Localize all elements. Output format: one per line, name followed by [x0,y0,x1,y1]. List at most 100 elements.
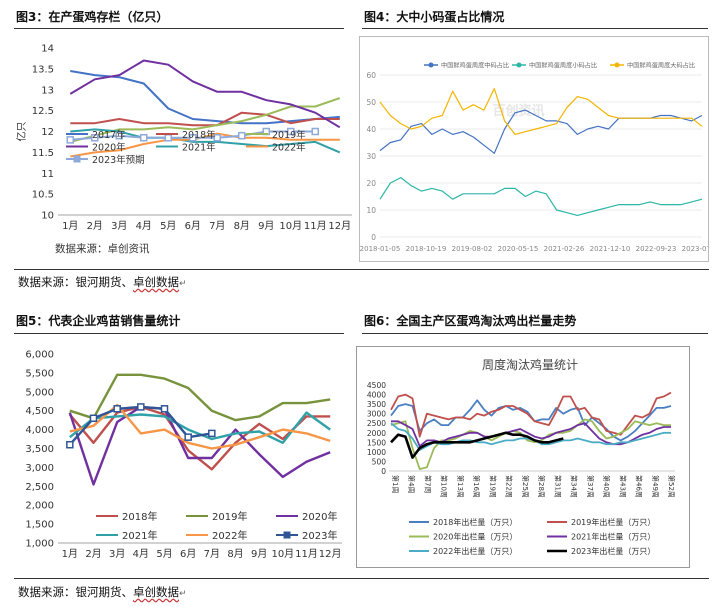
source-line-top: 数据来源：银河期货、卓创数据↵ [18,275,187,289]
data-point [113,405,121,413]
data-point [184,433,192,441]
y-tick-label: 4,000 [25,425,54,436]
legend-label: 2022年 [212,529,247,542]
legend-label: 中国鲜鸡蛋周度大码占比 [627,62,695,70]
y-tick-label: 50 [366,98,376,107]
legend-marker [614,62,620,68]
x-tick-label: 第52周 [667,475,676,498]
data-point [208,429,216,438]
watermark: 百创资讯 [492,103,544,119]
x-tick-label: 4月 [133,548,149,560]
x-tick-label: 第31周 [553,475,562,498]
data-point [213,134,221,142]
legend-label: 2019年 [272,129,306,141]
source-underlined: 卓创数据 [133,585,179,599]
data-point [311,127,319,136]
series-line [390,391,672,438]
x-tick-label: 第28周 [537,475,546,498]
x-tick-label: 2月 [85,548,101,560]
y-tick-label: 14 [41,44,54,55]
x-tick-label: 8月 [227,548,243,560]
y-tick-label: 11 [41,169,54,180]
y-tick-label: 13.5 [32,64,54,75]
legend-marker [516,62,522,68]
chart-title: 周度淘汰鸡量统计 [482,357,578,372]
series-line [69,403,331,450]
source-rule-top [14,269,709,270]
y-tick-label: 11.5 [32,148,54,159]
x-tick-label: 2021-02-26 [544,245,585,253]
x-tick-label: 2018-10-19 [406,245,447,253]
y-tick-label: 60 [366,71,376,80]
series-line [69,59,341,129]
figure-5-title: 图5：代表企业鸡苗销售量统计 [16,314,181,328]
y-tick-label: 4000 [367,391,386,400]
series-line [379,177,703,216]
source-note: 数据来源：卓创资讯 [55,242,150,255]
x-tick-label: 8月 [234,220,250,232]
x-tick-label: 第34周 [570,475,579,498]
y-tick-label: 1000 [367,448,386,457]
series-line [68,405,331,486]
x-tick-label: 第40周 [602,475,611,498]
x-tick-label: 第13周 [456,475,465,498]
y-tick-label: 40 [366,125,376,134]
x-tick-label: 第16周 [472,475,481,498]
x-tick-label: 第37周 [586,475,595,498]
legend-label: 2022年 [272,141,306,153]
x-tick-label: 第1周 [391,475,400,493]
legend-label: 2023年出栏量（万只） [571,546,655,556]
y-tick-label: 3000 [367,410,386,419]
series-line [69,373,331,422]
series-line [70,111,340,127]
y-tick-label: 5,000 [25,387,54,398]
source-underlined: 卓创数据 [133,275,179,289]
x-tick-label: 第43周 [618,475,627,498]
legend-label: 2020年 [302,510,337,523]
data-point [287,127,295,136]
y-tick-label: 3,000 [25,463,54,474]
y-tick-label: 6,000 [25,350,54,361]
x-tick-label: 12月 [319,548,342,560]
x-tick-label: 6月 [180,548,196,560]
y-tick-label: 1,500 [25,520,54,531]
legend-label: 2018年 [182,129,216,141]
data-point [160,405,169,413]
x-tick-label: 2022-09-23 [636,245,677,253]
x-tick-label: 6月 [185,220,201,232]
x-tick-label: 第4周 [407,475,416,493]
x-tick-label: 2019-08-02 [452,245,493,253]
y-tick-label: 10 [41,211,54,222]
legend-label: 2017年 [92,129,126,141]
legend-label: 2019年 [212,510,247,523]
y-tick-label: 2,500 [25,482,54,493]
x-tick-label: 5月 [160,220,176,232]
x-tick-label: 7月 [204,548,220,560]
x-tick-label: 4月 [136,220,152,232]
x-tick-label: 11月 [304,220,327,232]
y-tick-label: 3500 [367,400,386,409]
series-line [390,431,564,459]
data-point [89,414,98,423]
series-line [70,70,340,125]
y-tick-label: 2,000 [25,501,54,512]
x-tick-label: 第25周 [521,475,530,498]
chart-culled-hens: 周度淘汰鸡量统计 05001000150020002500300035004000… [367,357,676,556]
x-tick-label: 9月 [258,220,274,232]
legend-label: 2020年 [92,141,126,153]
x-tick-label: 3月 [111,220,127,232]
y-tick-label: 4500 [367,381,386,390]
legend-marker [283,531,291,539]
x-tick-label: 2021-12-10 [590,245,631,253]
x-tick-label: 第46周 [635,475,644,498]
x-tick-label: 5月 [156,548,172,560]
chart-egg-size-frame [359,36,709,262]
data-point [164,134,172,142]
y-tick-label: 4,500 [25,406,54,417]
figure-4-title: 图4：大中小码蛋占比情况 [364,10,505,24]
data-point [91,134,99,142]
data-point [137,403,145,411]
x-tick-label: 2020-05-15 [498,245,539,253]
y-tick-label: 1500 [367,438,386,447]
y-tick-label: 12 [41,127,54,138]
